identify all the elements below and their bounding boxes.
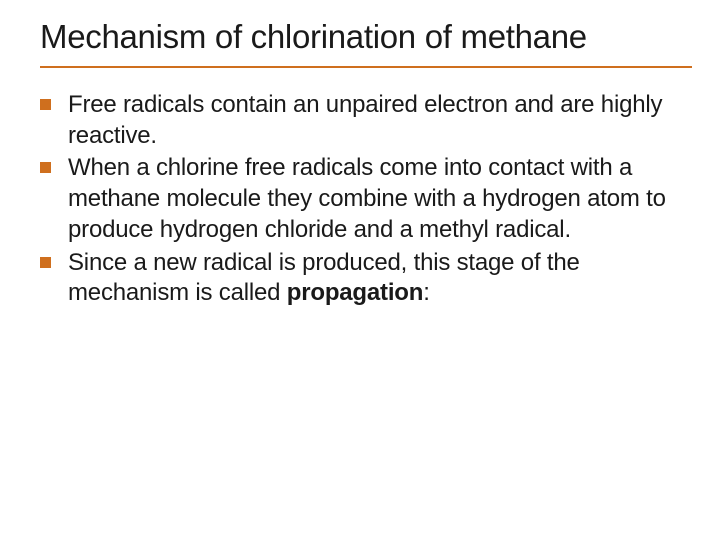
list-item-text: Free radicals contain an unpaired electr… (68, 91, 662, 149)
bullet-list: Free radicals contain an unpaired electr… (40, 90, 692, 309)
list-item: Free radicals contain an unpaired electr… (40, 90, 692, 151)
square-bullet-icon (40, 257, 51, 268)
list-item: When a chlorine free radicals come into … (40, 153, 692, 245)
square-bullet-icon (40, 99, 51, 110)
list-item-text-post: : (423, 279, 429, 306)
slide-title: Mechanism of chlorination of methane (40, 18, 692, 68)
square-bullet-icon (40, 162, 51, 173)
slide: Mechanism of chlorination of methane Fre… (0, 0, 720, 540)
list-item: Since a new radical is produced, this st… (40, 248, 692, 309)
list-item-text-bold: propagation (287, 279, 423, 306)
list-item-text: When a chlorine free radicals come into … (68, 154, 666, 242)
